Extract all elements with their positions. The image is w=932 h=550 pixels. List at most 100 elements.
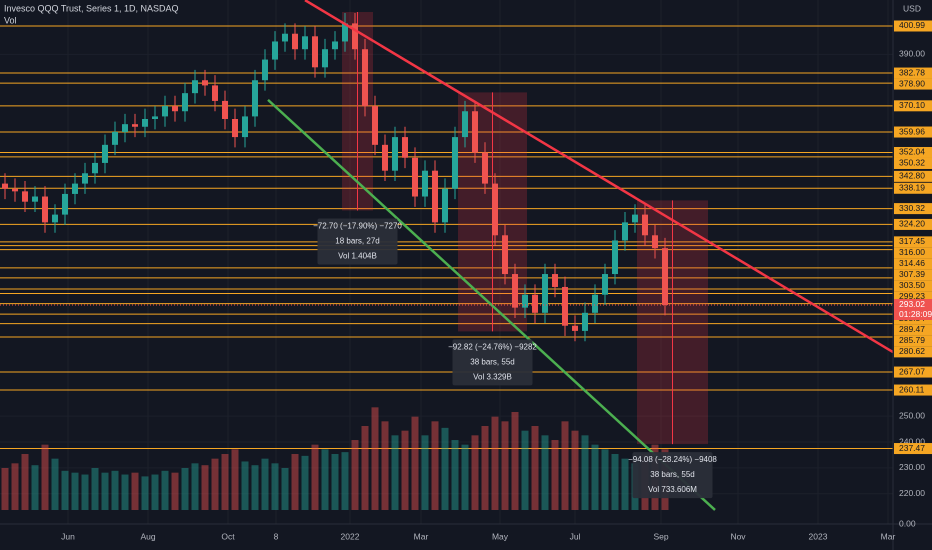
level-label-box: [894, 146, 932, 158]
level-label: 350.32: [899, 158, 925, 168]
level-label: 314.46: [899, 258, 925, 268]
candle-body: [162, 106, 168, 117]
level-label: 267.07: [899, 366, 925, 376]
candle-body: [622, 222, 628, 241]
level-label: 338.19: [899, 183, 925, 193]
volume-bar: [461, 444, 469, 510]
volume-bar: [411, 416, 419, 510]
candle-body: [482, 152, 488, 184]
level-label: 330.32: [899, 203, 925, 213]
level-label-box: [894, 443, 932, 455]
volume-bar: [521, 430, 529, 510]
measure-label: −92.82 (−24.76%) −9282: [448, 343, 537, 352]
volume-bar: [201, 465, 209, 510]
time-tick-label: 2023: [809, 531, 828, 541]
measure-label: Vol 733.606M: [648, 485, 697, 494]
candle-body: [312, 36, 318, 68]
volume-bar: [391, 435, 399, 510]
level-label-box: [894, 335, 932, 347]
candle-body: [332, 41, 338, 50]
volume-bar: [331, 454, 339, 510]
candle-body: [502, 235, 508, 275]
volume-bar: [31, 465, 39, 510]
candle-body: [442, 188, 448, 223]
candle-body: [382, 144, 388, 171]
level-label-box: [894, 236, 932, 248]
volume-bar: [561, 421, 569, 510]
level-label: 285.79: [899, 335, 925, 345]
candle-body: [302, 36, 308, 50]
volume-bar: [261, 458, 269, 510]
candle-body: [282, 33, 288, 42]
candle-body: [72, 183, 78, 194]
volume-tick-label: 0.00: [899, 518, 916, 528]
level-label: 378.90: [899, 78, 925, 88]
level-label: 382.78: [899, 67, 925, 77]
candle-body: [92, 162, 98, 174]
volume-bar: [571, 430, 579, 510]
measure-label: 38 bars, 55d: [650, 470, 694, 479]
candle-body: [292, 33, 298, 50]
trend-line: [304, 0, 893, 354]
volume-bar: [241, 461, 249, 510]
level-label: 342.80: [899, 171, 925, 181]
volume-bar: [581, 435, 589, 510]
volume-bar: [61, 470, 69, 510]
volume-bar: [121, 474, 129, 510]
level-label: 324.20: [899, 219, 925, 229]
candle-body: [272, 41, 278, 60]
volume-bar: [401, 430, 409, 510]
candle-body: [252, 80, 258, 117]
volume-bar: [181, 468, 189, 510]
level-label: 237.47: [899, 443, 925, 453]
level-label-box: [894, 218, 932, 230]
candle-body: [32, 196, 38, 202]
volume-bar: [301, 455, 309, 510]
candle-body: [132, 124, 138, 127]
candle-body: [192, 80, 198, 94]
level-label-box: [894, 126, 932, 138]
volume-bar: [171, 472, 179, 510]
level-label-box: [894, 203, 932, 215]
level-label-box: [894, 67, 932, 79]
volume-bar: [41, 444, 49, 510]
level-label-box: [894, 269, 932, 281]
volume-bar: [601, 449, 609, 510]
candle-body: [222, 100, 228, 119]
volume-bar: [81, 474, 89, 510]
candle-body: [582, 312, 588, 331]
level-label: 299.23: [899, 291, 925, 301]
candle-body: [352, 23, 358, 50]
candle-body: [452, 137, 458, 189]
volume-bar: [341, 452, 349, 510]
volume-bar: [471, 435, 479, 510]
measure-label: 18 bars, 27d: [335, 237, 379, 246]
volume-bar: [101, 472, 109, 510]
measure-label: −72.70 (−17.90%) −7270: [313, 222, 402, 231]
candle-body: [62, 193, 68, 215]
candle-body: [182, 93, 188, 112]
candle-body: [102, 144, 108, 163]
level-label: 316.00: [899, 247, 925, 257]
measure-label: Vol 3.329B: [473, 373, 512, 382]
level-label: 400.99: [899, 20, 925, 30]
level-label-box: [894, 280, 932, 292]
volume-bar: [441, 427, 449, 510]
level-label-box: [894, 157, 932, 169]
candle-body: [2, 183, 8, 189]
volume-bar: [221, 454, 229, 510]
time-tick-label: Oct: [221, 531, 235, 541]
candle-body: [362, 49, 368, 107]
price-tick-label: 220.00: [899, 488, 925, 498]
volume-bar: [321, 449, 329, 510]
volume-bar: [451, 440, 459, 510]
volume-bar: [431, 421, 439, 510]
candle-body: [422, 170, 428, 197]
level-label: 303.50: [899, 280, 925, 290]
volume-bar: [1, 468, 9, 510]
candle-body: [22, 191, 28, 202]
volume-bar: [311, 444, 319, 510]
candle-body: [432, 170, 438, 223]
candle-body: [602, 274, 608, 295]
